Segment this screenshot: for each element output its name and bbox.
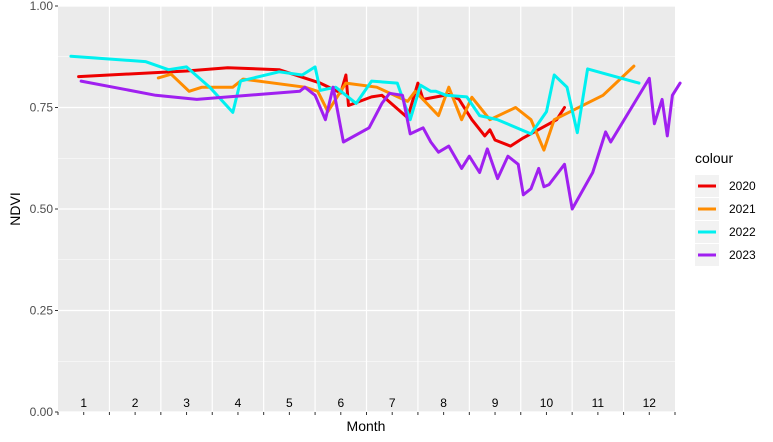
x-axis-title: Month: [347, 418, 386, 434]
y-tick-label: 0.00: [30, 405, 54, 419]
x-tick-label: 12: [643, 396, 657, 410]
y-tick-label: 0.25: [30, 304, 54, 318]
x-tick-label: 5: [286, 396, 293, 410]
legend: colour 2020 2021 2022 2023: [695, 150, 756, 266]
legend-label-2021: 2021: [729, 202, 756, 216]
x-tick-label: 8: [440, 396, 447, 410]
series-line-2023: [79, 76, 682, 211]
x-tick-label: 9: [492, 396, 499, 410]
x-tick-label: 3: [183, 396, 190, 410]
y-tick-label: 0.50: [30, 202, 54, 216]
x-tick-label: 1: [80, 396, 87, 410]
series-line-2021: [156, 64, 636, 152]
legend-title: colour: [695, 150, 733, 166]
y-tick-label: 1.00: [30, 0, 54, 13]
y-axis-title: NDVI: [7, 192, 23, 225]
legend-label-2022: 2022: [729, 225, 756, 239]
x-tick-label: 2: [132, 396, 139, 410]
series-lines: [69, 54, 682, 211]
x-tick-label: 10: [540, 396, 554, 410]
legend-label-2023: 2023: [729, 248, 756, 262]
series-line-2020: [77, 66, 566, 148]
x-tick-label: 6: [337, 396, 344, 410]
x-tick-label: 4: [235, 396, 242, 410]
major-grid: [58, 5, 675, 413]
x-tick-label: 11: [592, 396, 605, 410]
y-tick-label: 0.75: [30, 101, 54, 115]
x-tick-label: 7: [389, 396, 396, 410]
legend-label-2020: 2020: [729, 179, 756, 193]
axes: 0.000.250.500.751.001 2 3 4 5 6 7 8 9 10 11 12: [30, 0, 676, 419]
